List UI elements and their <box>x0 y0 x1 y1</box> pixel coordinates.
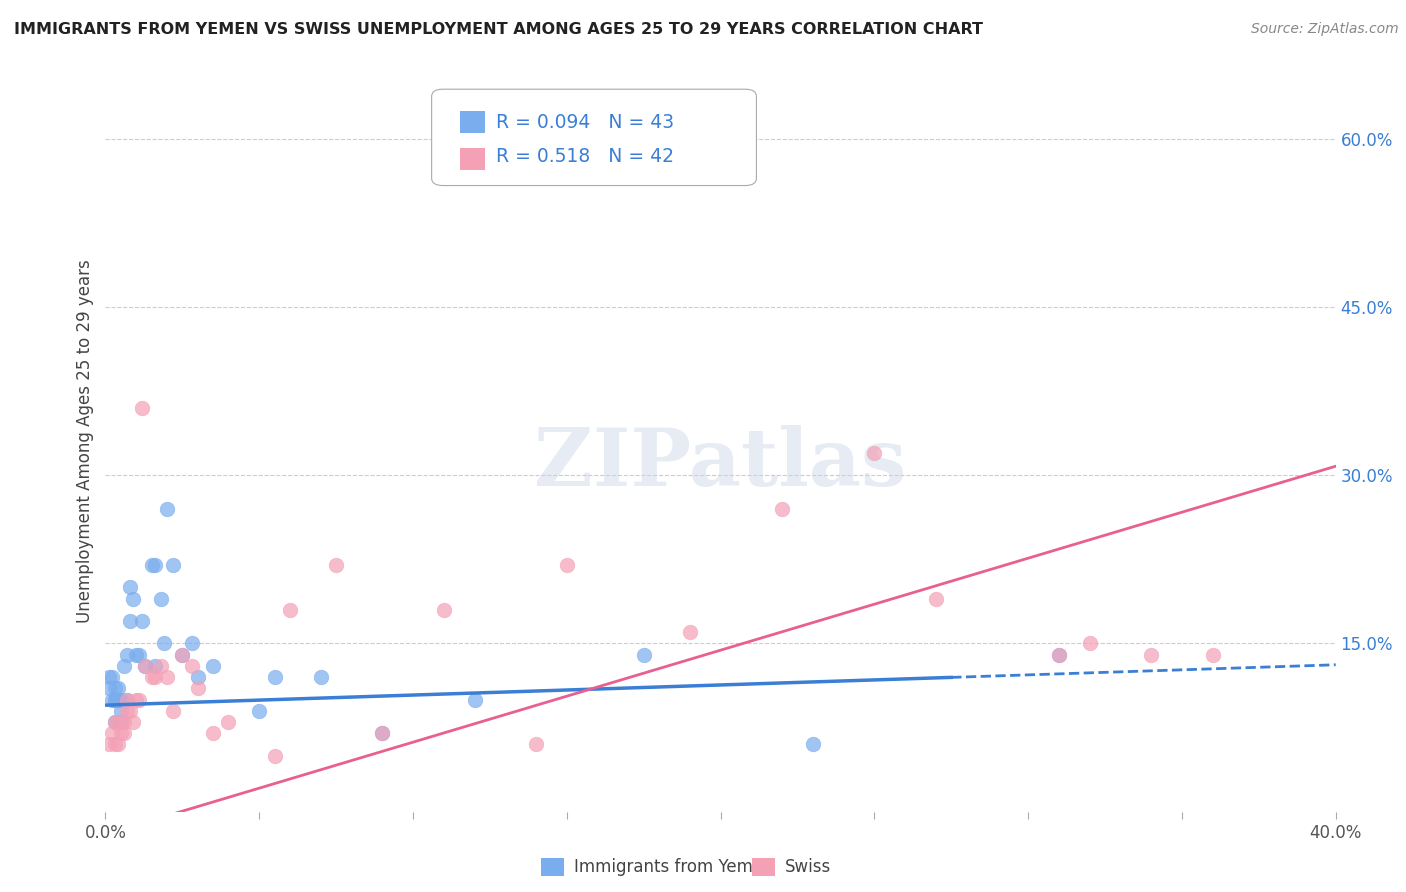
Point <box>104 692 127 706</box>
Point <box>112 659 135 673</box>
Point <box>107 738 129 752</box>
Text: R = 0.094   N = 43: R = 0.094 N = 43 <box>496 113 675 132</box>
Point <box>187 670 209 684</box>
Point <box>1140 648 1163 662</box>
Point <box>131 401 153 415</box>
Point <box>218 714 240 729</box>
Point <box>107 681 129 696</box>
Point <box>1201 648 1223 662</box>
Point <box>107 692 129 706</box>
Point <box>115 692 138 706</box>
Point <box>1047 648 1070 662</box>
Point <box>180 659 202 673</box>
Point <box>156 501 179 516</box>
Point <box>149 591 172 606</box>
Point <box>141 558 163 572</box>
Text: Source: ZipAtlas.com: Source: ZipAtlas.com <box>1251 22 1399 37</box>
Point <box>112 714 135 729</box>
Point <box>128 648 150 662</box>
Point <box>263 748 285 763</box>
Point <box>134 659 156 673</box>
Point <box>172 648 194 662</box>
Point <box>263 670 285 684</box>
Point <box>112 726 135 740</box>
Point <box>925 591 948 606</box>
Point <box>1078 636 1101 650</box>
Point <box>149 659 172 673</box>
Point <box>801 738 824 752</box>
Point <box>863 446 886 460</box>
Point <box>110 692 132 706</box>
Point <box>120 704 141 718</box>
Point <box>278 603 301 617</box>
Point <box>202 659 225 673</box>
Point <box>104 738 127 752</box>
Y-axis label: Unemployment Among Ages 25 to 29 years: Unemployment Among Ages 25 to 29 years <box>76 260 94 624</box>
Point <box>555 558 578 572</box>
Point <box>153 636 176 650</box>
Point <box>156 670 179 684</box>
Point <box>122 591 145 606</box>
Point <box>128 692 150 706</box>
Point <box>104 681 127 696</box>
Point <box>172 648 194 662</box>
Point <box>679 625 702 640</box>
Point <box>247 704 270 718</box>
Point <box>104 714 127 729</box>
Point <box>110 714 132 729</box>
Point <box>1047 648 1070 662</box>
Point <box>107 714 129 729</box>
Point <box>115 692 138 706</box>
Point <box>309 670 332 684</box>
Text: ZIPatlas: ZIPatlas <box>534 425 907 503</box>
Text: R = 0.518   N = 42: R = 0.518 N = 42 <box>496 147 675 166</box>
Point <box>131 614 153 628</box>
Point <box>143 659 166 673</box>
Point <box>122 714 145 729</box>
Point <box>143 558 166 572</box>
Point <box>143 670 166 684</box>
Point <box>104 692 127 706</box>
Point <box>100 670 122 684</box>
Point <box>633 648 655 662</box>
Point <box>97 738 120 752</box>
Point <box>120 580 141 594</box>
Point <box>104 714 127 729</box>
Point <box>464 692 486 706</box>
Point <box>120 614 141 628</box>
Point <box>141 670 163 684</box>
Point <box>134 659 156 673</box>
Point <box>125 648 148 662</box>
Point <box>371 726 394 740</box>
Point <box>187 681 209 696</box>
Point <box>100 726 122 740</box>
Point <box>97 670 120 684</box>
Point <box>110 726 132 740</box>
Point <box>110 704 132 718</box>
Text: Swiss: Swiss <box>785 858 831 876</box>
Point <box>125 692 148 706</box>
Text: IMMIGRANTS FROM YEMEN VS SWISS UNEMPLOYMENT AMONG AGES 25 TO 29 YEARS CORRELATIO: IMMIGRANTS FROM YEMEN VS SWISS UNEMPLOYM… <box>14 22 983 37</box>
Point <box>115 648 138 662</box>
Point <box>325 558 347 572</box>
Text: Immigrants from Yemen: Immigrants from Yemen <box>574 858 773 876</box>
Point <box>433 603 456 617</box>
Point <box>107 692 129 706</box>
Point <box>115 704 138 718</box>
Point <box>162 558 184 572</box>
Point <box>770 501 793 516</box>
Point <box>524 738 547 752</box>
Point <box>371 726 394 740</box>
Point <box>162 704 184 718</box>
Point <box>100 692 122 706</box>
Point <box>202 726 225 740</box>
Point <box>180 636 202 650</box>
Point <box>97 681 120 696</box>
